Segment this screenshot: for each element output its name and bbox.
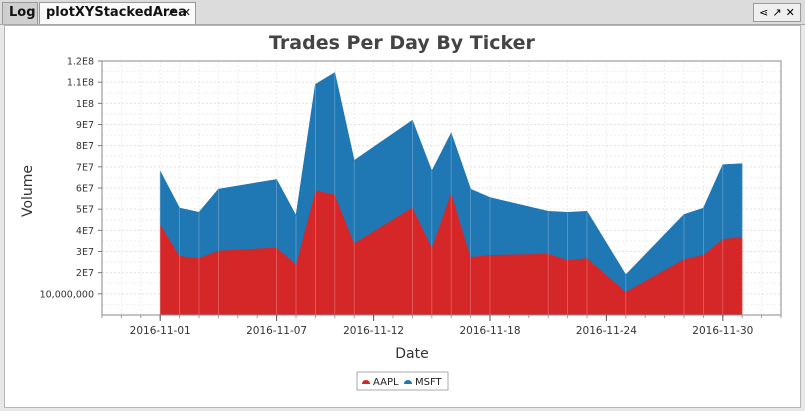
tab-bar: Log plotXYStackedArea ↗ ✕ ⋖ ↗ ✕ bbox=[0, 0, 805, 25]
share-icon[interactable]: ⋖ bbox=[759, 6, 769, 19]
y-tick-label: 1E8 bbox=[76, 99, 94, 110]
areas bbox=[159, 72, 743, 316]
x-axis: 2016-11-01 2016-11-07 2016-11-12 2016-11-18… bbox=[101, 315, 782, 337]
chart-title: Trades Per Day By Ticker bbox=[269, 32, 536, 54]
y-axis-label: Volume bbox=[20, 165, 36, 217]
x-tick-label: 2016-11-07 bbox=[246, 325, 307, 337]
popout-icon[interactable]: ↗ bbox=[166, 6, 176, 19]
y-tick-label: 3E7 bbox=[76, 247, 94, 258]
legend-swatch-msft bbox=[404, 380, 412, 384]
y-tick-label: 9E7 bbox=[76, 120, 94, 131]
y-tick-label: 1.1E8 bbox=[67, 78, 94, 89]
stacked-area-chart: Trades Per Day By Ticker 10,000,000 2E7 3E… bbox=[20, 32, 782, 391]
x-tick-label: 2016-11-18 bbox=[459, 325, 520, 337]
x-tick-label: 2016-11-30 bbox=[692, 325, 753, 337]
x-tick-label: 2016-11-12 bbox=[343, 325, 404, 337]
y-tick-label: 1.2E8 bbox=[67, 57, 94, 68]
legend-label-aapl: AAPL bbox=[373, 377, 399, 388]
legend-box bbox=[356, 371, 449, 391]
y-tick-label: 10,000,000 bbox=[40, 289, 94, 300]
close-icon[interactable]: ✕ bbox=[181, 6, 191, 19]
tab-log[interactable]: Log bbox=[2, 2, 38, 24]
tab-plot-xy-stacked-area[interactable]: plotXYStackedArea ↗ ✕ bbox=[39, 2, 196, 24]
y-tick-label: 2E7 bbox=[76, 268, 94, 279]
legend: AAPL MSFT bbox=[356, 371, 449, 391]
x-tick-label: 2016-11-24 bbox=[576, 325, 637, 337]
legend-label-msft: MSFT bbox=[415, 377, 443, 388]
y-tick-label: 6E7 bbox=[76, 184, 94, 195]
y-tick-label: 5E7 bbox=[76, 205, 94, 216]
y-axis: 10,000,000 2E7 3E7 4E7 5E7 6E7 7E7 8E7 9E7 1E8 1.1… bbox=[40, 57, 102, 300]
y-tick-label: 7E7 bbox=[76, 162, 94, 173]
legend-swatch-aapl bbox=[362, 380, 370, 384]
window-popout-icon[interactable]: ↗ bbox=[772, 6, 782, 19]
chart-panel: Trades Per Day By Ticker 10,000,000 2E7 3E… bbox=[4, 25, 801, 408]
y-tick-label: 4E7 bbox=[76, 226, 94, 237]
y-tick-label: 8E7 bbox=[76, 141, 94, 152]
tab-plot-label: plotXYStackedArea bbox=[46, 5, 187, 20]
x-tick-label: 2016-11-01 bbox=[130, 325, 191, 337]
x-axis-label: Date bbox=[395, 346, 428, 362]
window-controls: ⋖ ↗ ✕ bbox=[753, 3, 801, 22]
area-series-msft bbox=[159, 72, 743, 293]
tab-log-label: Log bbox=[9, 5, 36, 20]
window-close-icon[interactable]: ✕ bbox=[785, 6, 795, 19]
